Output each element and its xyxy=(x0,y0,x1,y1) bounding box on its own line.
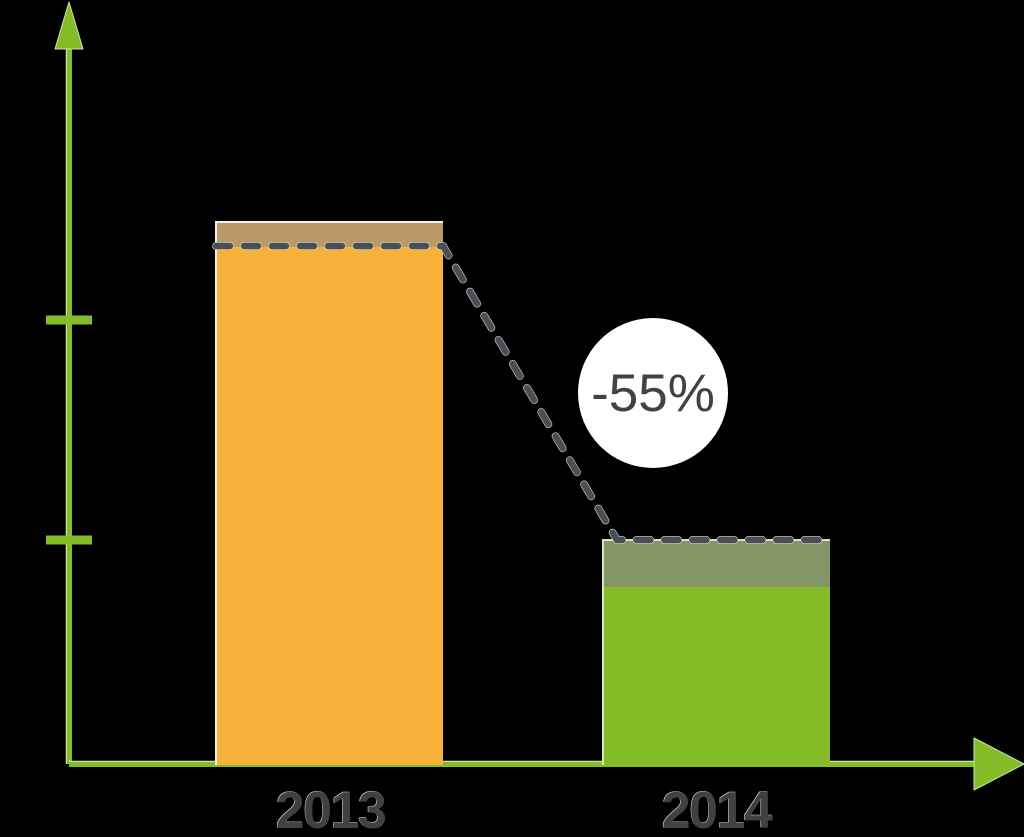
svg-text:2014: 2014 xyxy=(662,782,773,837)
svg-text:-55%: -55% xyxy=(591,364,715,423)
svg-text:2013: 2013 xyxy=(276,782,386,837)
